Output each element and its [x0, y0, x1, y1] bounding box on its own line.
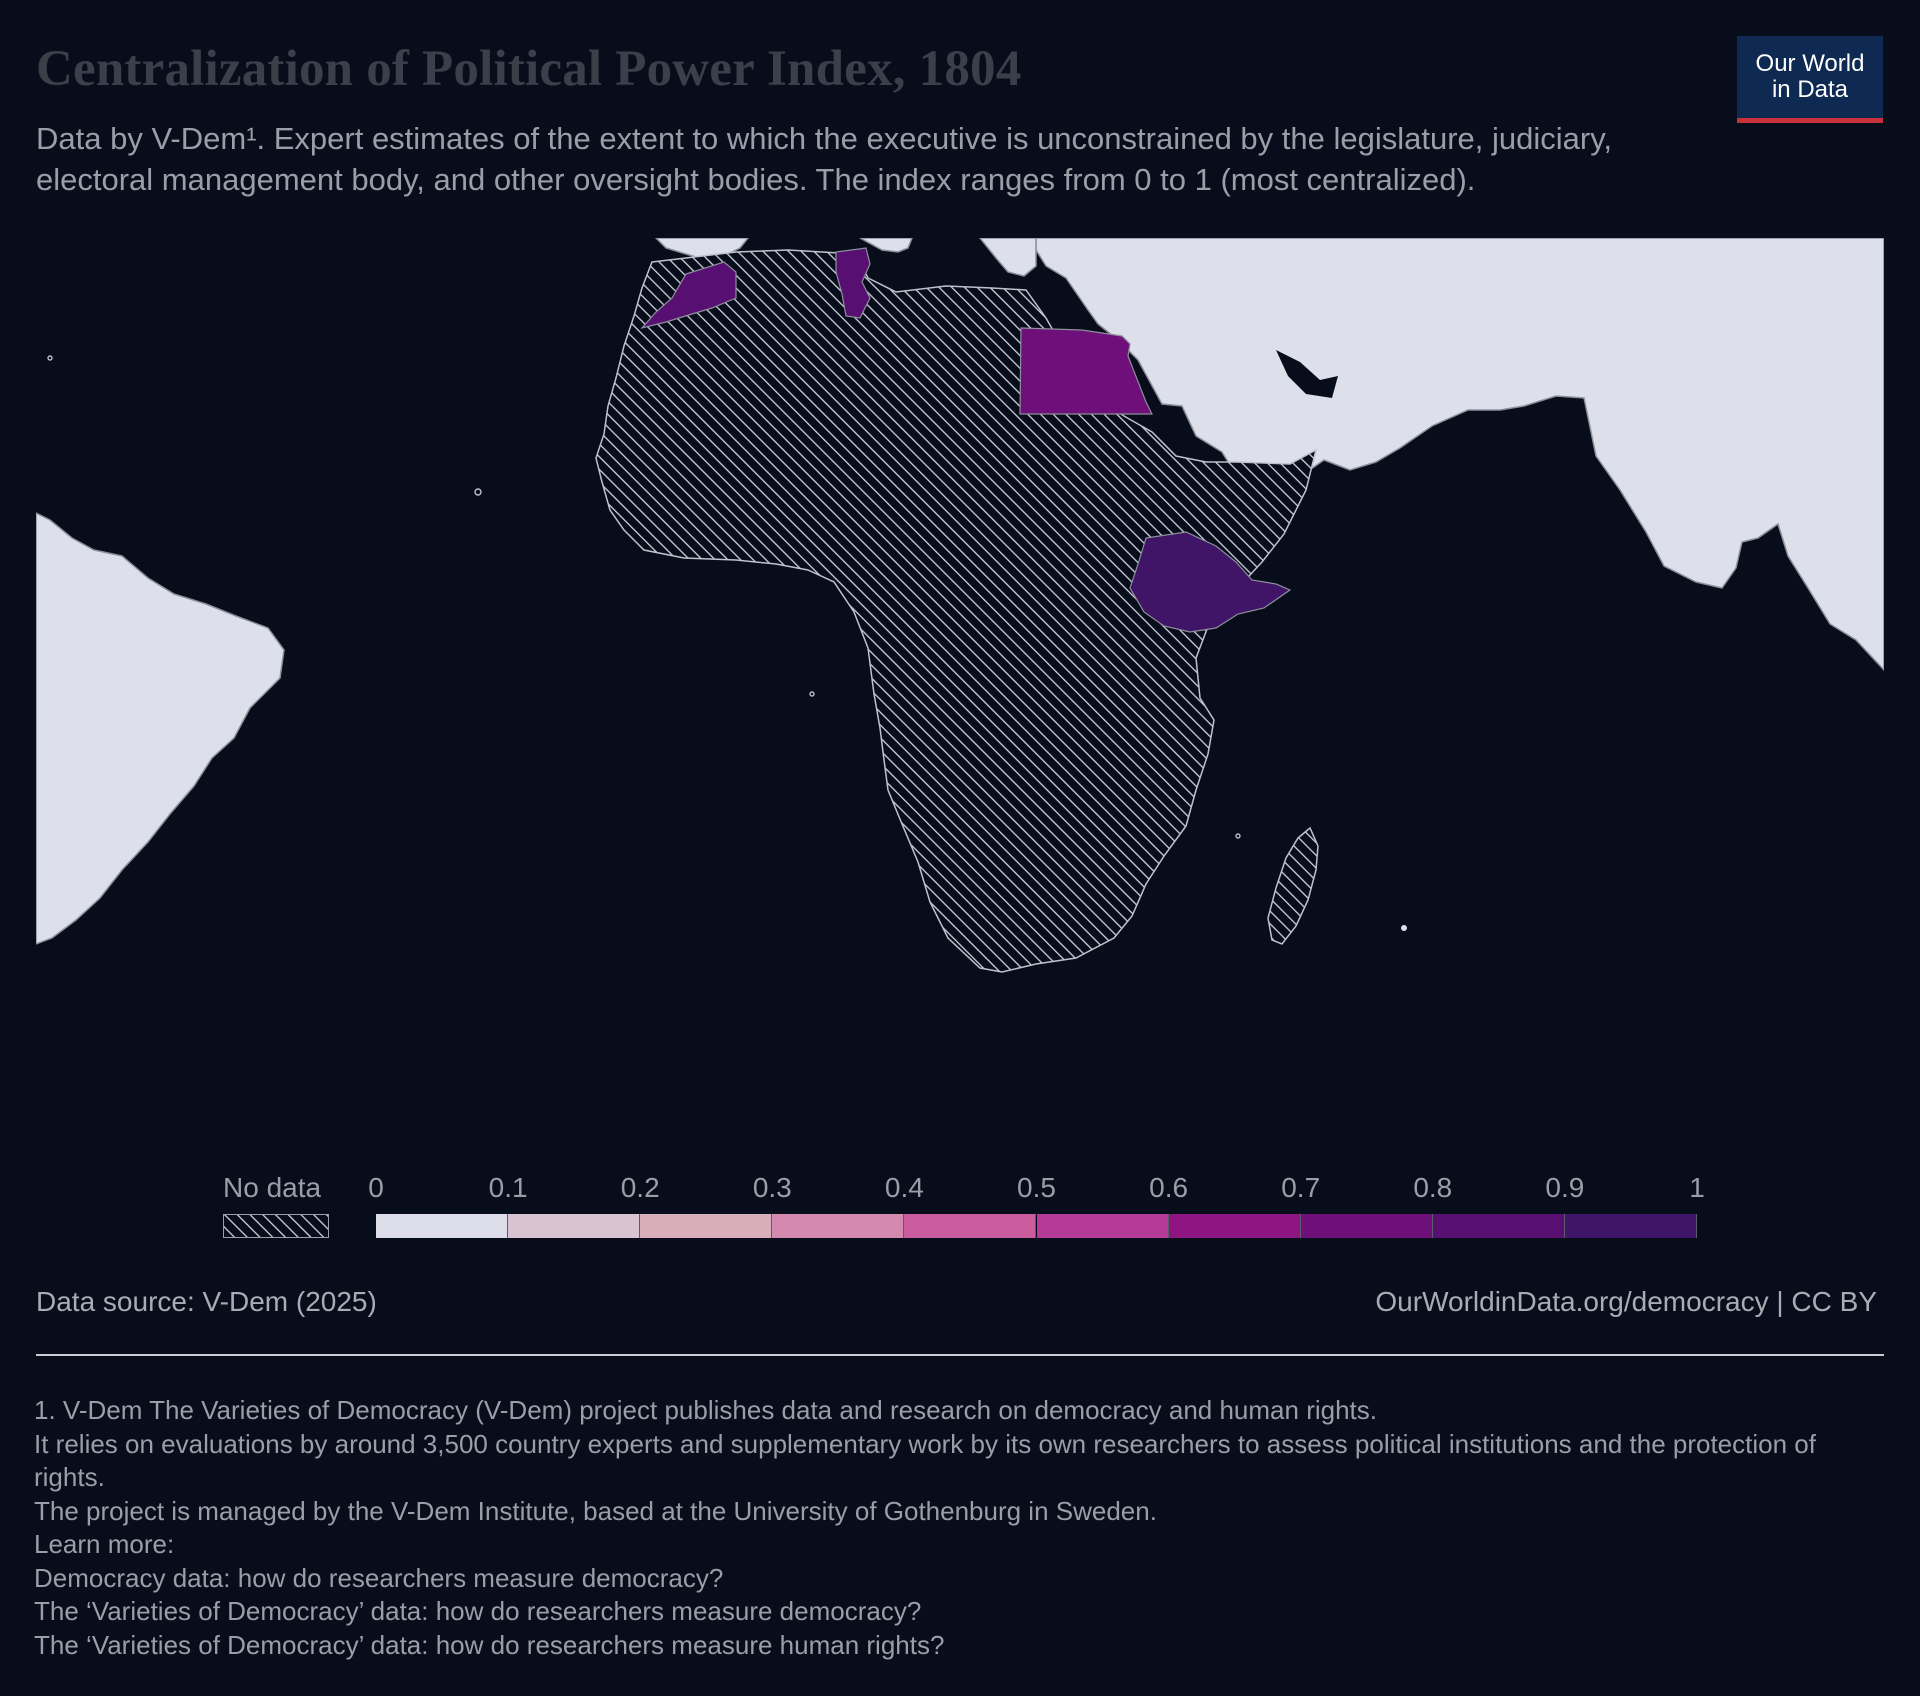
legend-bin[interactable]	[904, 1214, 1037, 1238]
logo-line-2: in Data	[1771, 76, 1849, 103]
legend-bin[interactable]	[1168, 1214, 1301, 1238]
mauritius-island[interactable]	[1401, 925, 1407, 931]
legend-tick-label: 0.2	[620, 1172, 660, 1203]
owid-logo[interactable]: Our World in Data	[1737, 36, 1883, 123]
legend-tick-label: 0.1	[488, 1172, 528, 1203]
color-legend: No data 0 0.1 0.2 0.3 0.4 0.5 0.6 0.7 0.8 0.9 1	[0, 1160, 1920, 1240]
egypt[interactable]	[1019, 327, 1153, 415]
legend-tick-label: 0.4	[884, 1172, 924, 1203]
comoros-island[interactable]	[1235, 833, 1241, 839]
madagascar-no-data[interactable]	[1267, 826, 1319, 945]
legend-bin[interactable]	[772, 1214, 905, 1238]
footnote-link[interactable]: Democracy data: how do researchers measu…	[34, 1562, 724, 1593]
legend-tick-label: 0.6	[1149, 1172, 1189, 1203]
legend-bin[interactable]	[1036, 1214, 1169, 1238]
legend-tick-label: 0	[368, 1172, 384, 1203]
legend-tick-label: 0.8	[1413, 1172, 1453, 1203]
legend-bin[interactable]	[1300, 1214, 1433, 1238]
south-america-landmass[interactable]	[36, 512, 285, 945]
footnote-link[interactable]: The ‘Varieties of Democracy’ data: how d…	[34, 1629, 945, 1660]
footnote-line: 1. V-Dem The Varieties of Democracy (V-D…	[34, 1395, 1377, 1425]
footnote-line: It relies on evaluations by around 3,500…	[34, 1428, 1816, 1493]
footnote-link[interactable]: The ‘Varieties of Democracy’ data: how d…	[34, 1596, 922, 1626]
no-data-label: No data	[223, 1172, 322, 1203]
italy-greece[interactable]	[979, 238, 1037, 277]
canary-islands[interactable]	[47, 355, 53, 361]
arabian-gulf	[1276, 350, 1338, 398]
source-url-link[interactable]: OurWorldinData.org/democracy | CC BY	[1375, 1286, 1877, 1317]
chart-subtitle: Data by V-Dem¹. Expert estimates of the …	[36, 121, 1613, 197]
footer-divider	[36, 1354, 1884, 1356]
footnotes: 1. V-Dem The Varieties of Democracy (V-D…	[34, 1394, 1884, 1662]
legend-tick-label: 0.9	[1545, 1172, 1585, 1203]
footnote-line: Learn more:	[34, 1529, 175, 1559]
sao-tome-island[interactable]	[809, 691, 815, 697]
legend-bin[interactable]	[376, 1214, 509, 1238]
legend-tick-label: 1	[1689, 1172, 1705, 1203]
choropleth-map[interactable]	[36, 238, 1884, 1148]
chart-title: Centralization of Political Power Index,…	[36, 41, 1022, 97]
legend-tick-label: 0.7	[1281, 1172, 1321, 1203]
tunisia[interactable]	[835, 247, 871, 319]
footnote-line: The project is managed by the V-Dem Inst…	[34, 1495, 1157, 1526]
data-source: Data source: V-Dem (2025)	[36, 1286, 377, 1317]
logo-line-1: Our World	[1755, 50, 1865, 77]
ethiopia[interactable]	[1129, 531, 1292, 633]
europe-mid[interactable]	[859, 238, 913, 253]
legend-bin[interactable]	[508, 1214, 641, 1238]
legend-tick-label: 0.3	[752, 1172, 792, 1203]
no-data-swatch[interactable]	[223, 1214, 329, 1238]
morocco[interactable]	[640, 261, 737, 330]
legend-bin[interactable]	[1564, 1214, 1697, 1238]
legend-bin[interactable]	[1432, 1214, 1565, 1238]
legend-bin[interactable]	[640, 1214, 773, 1238]
legend-tick-label: 0.5	[1017, 1172, 1056, 1203]
cape-verde-islands[interactable]	[474, 488, 482, 496]
